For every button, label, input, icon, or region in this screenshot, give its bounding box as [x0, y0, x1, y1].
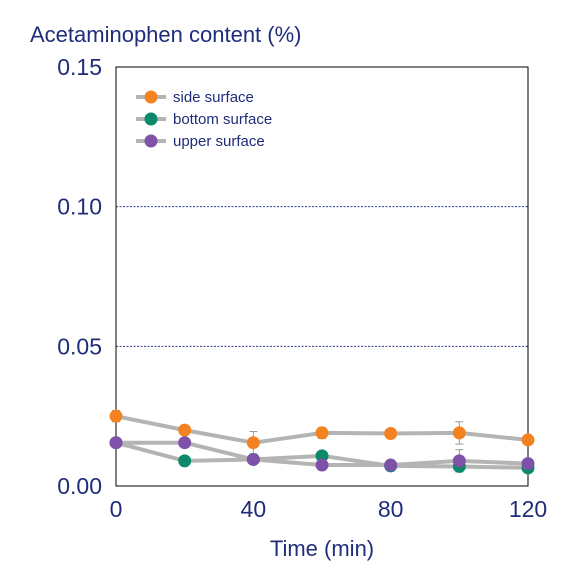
legend-label: upper surface — [173, 133, 265, 150]
data-point — [109, 409, 123, 423]
legend: side surface bottom surface upper surface — [136, 89, 272, 150]
data-point — [521, 433, 535, 447]
data-point — [178, 436, 192, 450]
data-point — [384, 458, 398, 472]
data-point — [315, 426, 329, 440]
data-point — [521, 457, 535, 471]
x-tick-label: 0 — [110, 496, 123, 522]
legend-label: bottom surface — [173, 111, 272, 128]
data-point — [315, 449, 329, 463]
y-tick-label: 0.05 — [57, 333, 102, 359]
data-point — [109, 436, 123, 450]
data-point — [246, 452, 260, 466]
x-tick-label: 80 — [378, 496, 404, 522]
plot-frame — [115, 66, 529, 487]
data-point — [246, 436, 260, 450]
x-tick-label: 40 — [241, 496, 267, 522]
data-point — [315, 458, 329, 472]
data-point — [384, 426, 398, 440]
x-tick-label: 120 — [509, 496, 547, 522]
y-ticks: 0.00 0.05 0.10 0.15 — [57, 54, 102, 499]
data-point — [178, 423, 192, 437]
data-point — [452, 426, 466, 440]
series-group — [109, 409, 535, 475]
y-tick-label: 0.15 — [57, 54, 102, 80]
x-axis-title: Time (min) — [270, 536, 374, 561]
legend-marker — [144, 90, 158, 104]
data-point — [178, 454, 192, 468]
data-point — [452, 454, 466, 468]
x-ticks: 0 40 80 120 — [110, 496, 548, 522]
legend-label: side surface — [173, 89, 254, 106]
gridlines — [116, 206, 528, 347]
legend-marker — [144, 112, 158, 126]
legend-marker — [144, 134, 158, 148]
y-axis-title: Acetaminophen content (%) — [30, 22, 302, 47]
y-tick-label: 0.00 — [57, 473, 102, 499]
y-tick-label: 0.10 — [57, 194, 102, 220]
